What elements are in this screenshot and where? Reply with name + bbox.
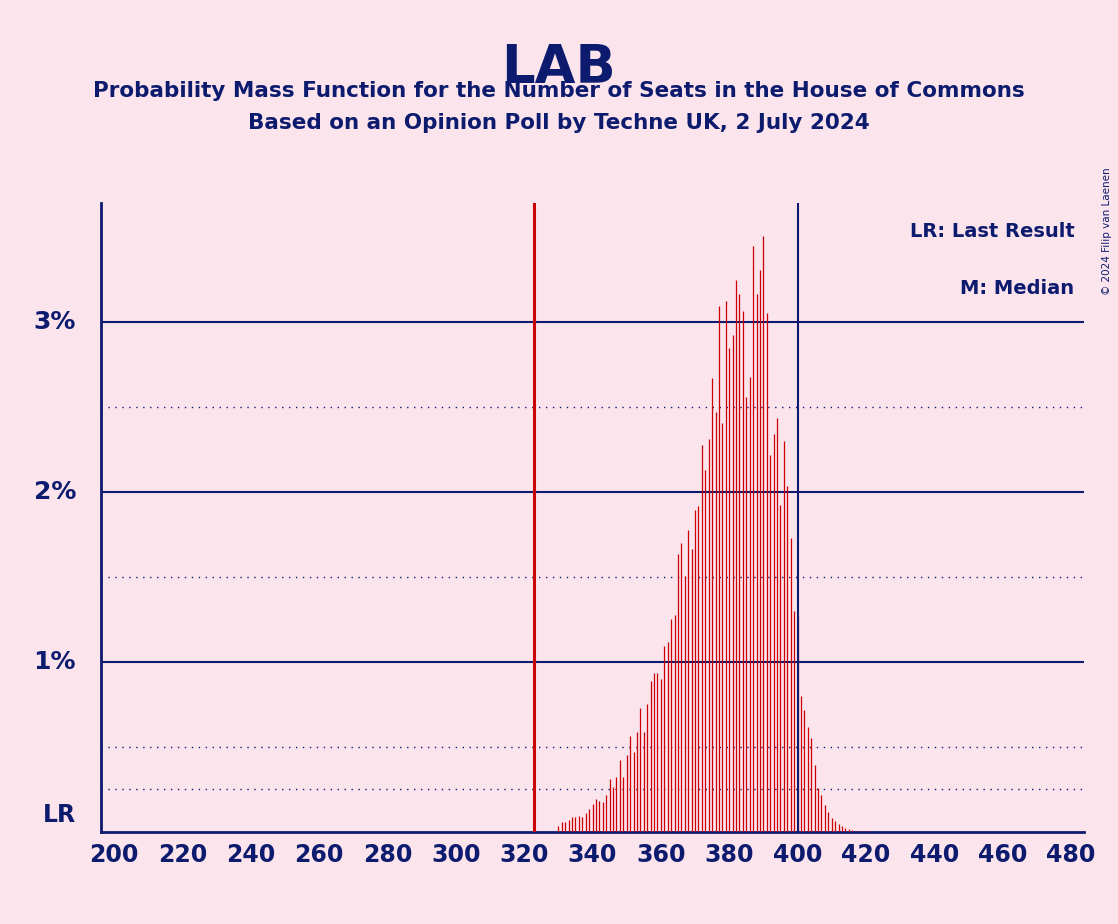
Text: 2%: 2% xyxy=(34,480,76,504)
Text: Probability Mass Function for the Number of Seats in the House of Commons: Probability Mass Function for the Number… xyxy=(93,81,1025,102)
Text: M: Median: M: Median xyxy=(960,279,1074,298)
Text: 1%: 1% xyxy=(34,650,76,674)
Text: 3%: 3% xyxy=(34,310,76,334)
Text: Based on an Opinion Poll by Techne UK, 2 July 2024: Based on an Opinion Poll by Techne UK, 2… xyxy=(248,113,870,133)
Text: LR: Last Result: LR: Last Result xyxy=(910,222,1074,241)
Text: LAB: LAB xyxy=(502,42,616,93)
Text: © 2024 Filip van Laenen: © 2024 Filip van Laenen xyxy=(1102,167,1112,295)
Text: LR: LR xyxy=(42,803,76,827)
